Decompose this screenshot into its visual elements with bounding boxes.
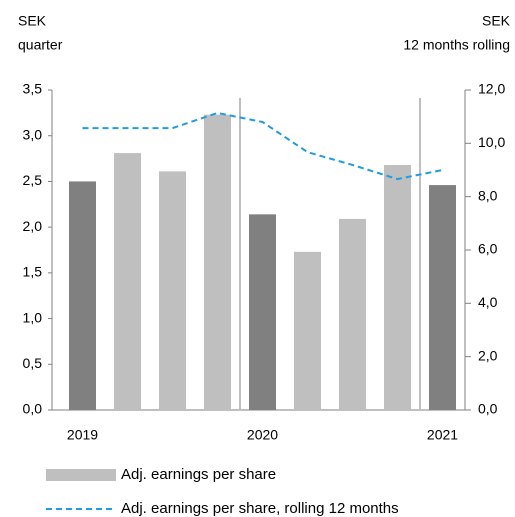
x-tick-label: 2019	[67, 427, 98, 443]
y-tick-label: 2,5	[23, 172, 43, 188]
bar	[69, 181, 96, 410]
y-tick-label: 3,5	[23, 81, 43, 97]
bar	[384, 164, 411, 410]
legend-label: Adj. earnings per share, rolling 12 mont…	[121, 500, 399, 517]
bar	[114, 153, 141, 411]
left-axis-label: quarter	[18, 37, 63, 53]
y-tick-label: 0,5	[23, 355, 43, 371]
bar	[159, 171, 186, 410]
y-tick-label: 0,0	[23, 401, 43, 417]
bar	[294, 251, 321, 410]
left-axis-unit: SEK	[18, 13, 47, 29]
x-tick-label: 2020	[247, 427, 278, 443]
right-axis-label: 12 months rolling	[403, 37, 510, 53]
y2-tick-label: 4,0	[478, 294, 498, 310]
legend-swatch	[46, 469, 116, 481]
y-tick-label: 1,5	[23, 264, 43, 280]
y2-tick-label: 12,0	[478, 81, 505, 97]
bar	[204, 114, 231, 410]
x-tick-label: 2021	[427, 427, 458, 443]
line	[82, 111, 443, 181]
y2-tick-label: 6,0	[478, 241, 498, 257]
y2-tick-label: 0,0	[478, 401, 498, 417]
y-tick-label: 3,0	[23, 126, 43, 142]
right-axis-unit: SEK	[482, 13, 511, 29]
bar	[429, 185, 456, 410]
bar	[249, 214, 276, 410]
y-tick-label: 2,0	[23, 218, 43, 234]
y2-tick-label: 10,0	[478, 134, 505, 150]
legend-label: Adj. earnings per share	[121, 466, 276, 483]
y2-tick-label: 8,0	[478, 187, 498, 203]
bar	[339, 218, 366, 410]
y2-tick-label: 2,0	[478, 347, 498, 363]
y-tick-label: 1,0	[23, 309, 43, 325]
